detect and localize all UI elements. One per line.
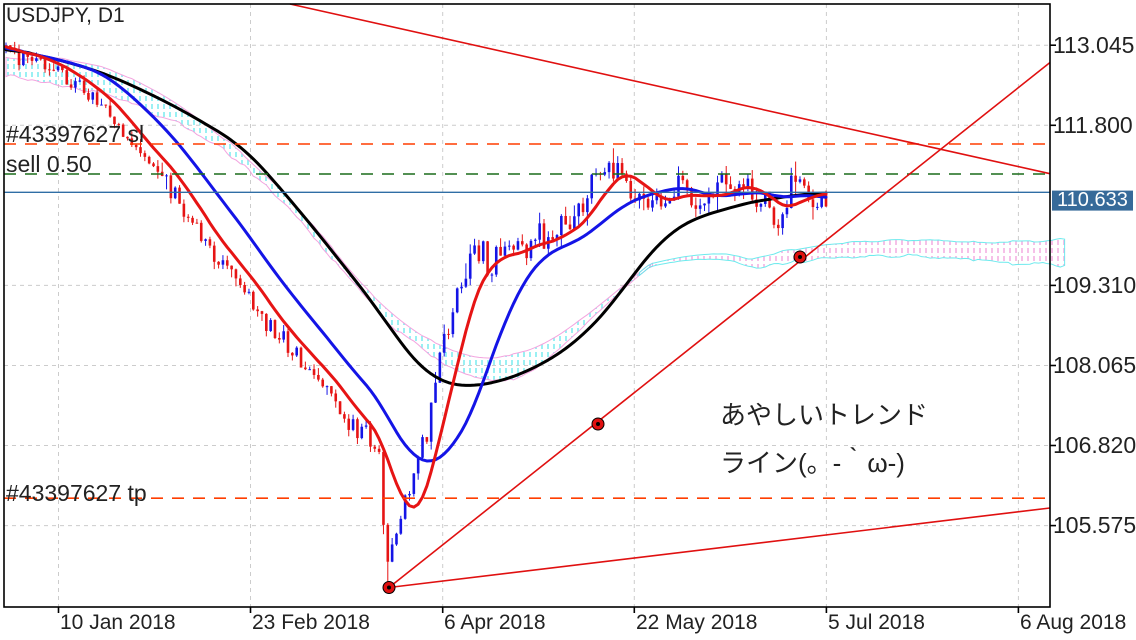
svg-text:110.633: 110.633 [1057,189,1128,211]
